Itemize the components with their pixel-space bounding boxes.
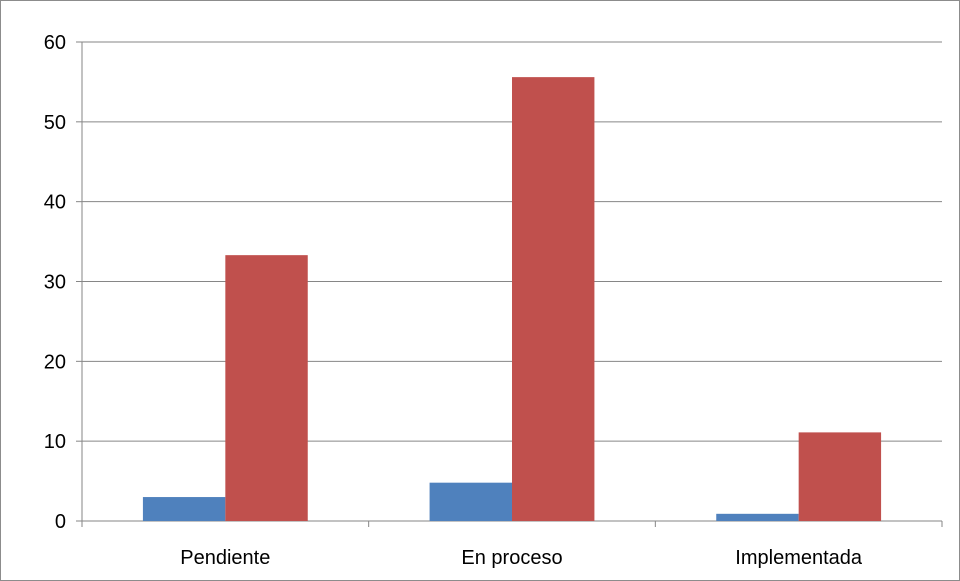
y-tick-label: 10 [44,431,66,453]
y-tick-label: 60 [44,32,66,54]
y-tick-label: 20 [44,351,66,373]
y-tick-label: 30 [44,272,66,294]
x-tick-label: En proceso [461,547,562,569]
y-tick-label: 50 [44,112,66,134]
bars [142,77,882,522]
bar-series-2-en-proceso [512,77,595,522]
y-tick-label: 40 [44,192,66,214]
tick-labels: 0 10 20 30 40 50 60 Pendiente En proceso Implemen… [44,32,863,569]
x-tick-label: Pendiente [180,547,270,569]
x-tick-label: Implementada [735,547,863,569]
y-tick-label: 0 [55,511,66,533]
bar-series-1-implementada [716,513,799,521]
bar-series-1-en-proceso [429,482,512,521]
bar-series-2-implementada [798,432,882,521]
bar-series-2-pendiente [225,255,308,521]
bar-series-1-pendiente [142,497,226,521]
